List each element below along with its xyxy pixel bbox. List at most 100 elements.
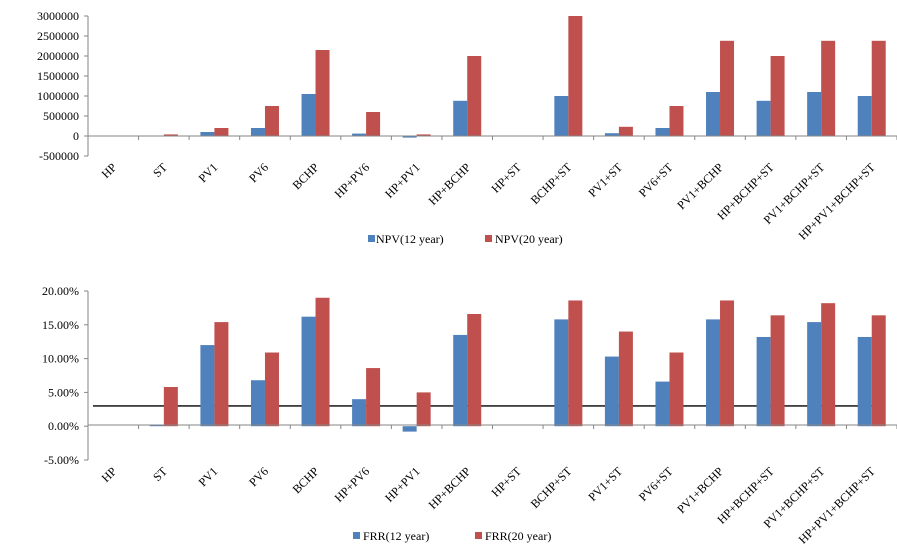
x-tick-label: HP+BCHP bbox=[426, 464, 474, 512]
x-tick-label: PV6+ST bbox=[636, 160, 676, 200]
legend-label: NPV(12 year) bbox=[376, 232, 444, 246]
x-tick-label: BCHP+ST bbox=[528, 160, 575, 207]
bar-series-2 bbox=[467, 313, 482, 427]
y-tick-label: 2500000 bbox=[37, 29, 79, 43]
bar-series-1 bbox=[352, 133, 367, 136]
x-tick-label: HP bbox=[99, 464, 120, 485]
bar-series-1 bbox=[200, 345, 215, 427]
y-tick-label: 10.00% bbox=[42, 352, 79, 366]
bar-series-2 bbox=[214, 322, 229, 427]
bar-series-2 bbox=[214, 128, 229, 136]
bar-series-1 bbox=[655, 128, 670, 136]
bar-series-2 bbox=[366, 368, 381, 427]
bar-series-2 bbox=[264, 352, 279, 427]
bar-series-1 bbox=[301, 316, 316, 427]
bar-series-2 bbox=[568, 300, 583, 427]
x-tick-label: HP+ST bbox=[488, 160, 524, 196]
y-tick-label: 15.00% bbox=[42, 318, 79, 332]
bar-series-2 bbox=[264, 106, 279, 136]
legend: FRR(12 year) FRR(20 year) bbox=[353, 529, 551, 543]
legend-swatch bbox=[485, 235, 492, 242]
y-tick-label: 0 bbox=[73, 129, 79, 143]
bar-series-2 bbox=[618, 331, 633, 427]
bar-series-2 bbox=[669, 352, 684, 427]
chart-1: 3000000 2500000 2000000 1500000 1000000 50000… bbox=[37, 9, 897, 246]
x-tick-label: PV1+ST bbox=[585, 464, 625, 504]
bar-series-2 bbox=[163, 134, 178, 136]
bar-series-1 bbox=[807, 92, 822, 136]
bar-series-2 bbox=[568, 16, 583, 136]
x-tick-label: BCHP+ST bbox=[528, 464, 575, 511]
bar-series-1 bbox=[604, 133, 619, 136]
x-tick-label: PV1+BCHP bbox=[674, 464, 726, 516]
bar-series-2 bbox=[871, 315, 886, 427]
y-tick-label: 1000000 bbox=[37, 89, 79, 103]
bar-series-1 bbox=[857, 96, 872, 136]
bar-series-1 bbox=[250, 128, 265, 136]
x-tick-label: PV6 bbox=[246, 464, 271, 489]
x-tick-label: HP+PV1 bbox=[382, 464, 423, 505]
y-tick-label: 500000 bbox=[43, 109, 79, 123]
bar-series-1 bbox=[402, 136, 417, 138]
bar-series-2 bbox=[315, 297, 330, 427]
bar-series-2 bbox=[416, 134, 431, 136]
x-tick-label: PV1 bbox=[196, 160, 221, 185]
bar-series-2 bbox=[315, 50, 330, 136]
x-tick-label: ST bbox=[150, 464, 170, 484]
y-tick-label: 2000000 bbox=[37, 49, 79, 63]
x-tick-label: PV6+ST bbox=[636, 464, 676, 504]
x-tick-label: HP+PV1 bbox=[382, 160, 423, 201]
x-tick-label: HP+BCHP bbox=[426, 160, 474, 208]
x-tick-label: ST bbox=[150, 160, 170, 180]
bar-series-2 bbox=[871, 40, 886, 136]
bar-series-1 bbox=[149, 424, 164, 427]
bar-series-2 bbox=[467, 56, 482, 136]
y-tick-label: 20.00% bbox=[42, 284, 79, 298]
x-tick-label: BCHP bbox=[290, 160, 322, 192]
bar-series-1 bbox=[857, 336, 872, 427]
legend-swatch bbox=[475, 532, 482, 539]
bar-series-1 bbox=[756, 336, 771, 427]
x-tick-label: PV1 bbox=[196, 464, 221, 489]
bar-series-2 bbox=[770, 56, 785, 136]
y-tick-label: 3000000 bbox=[37, 9, 79, 23]
x-tick-label: HP bbox=[99, 160, 120, 181]
bar-series-1 bbox=[604, 356, 619, 427]
bar-series-2 bbox=[416, 392, 431, 427]
bar-series-1 bbox=[706, 319, 721, 427]
x-tick-label: HP+PV6 bbox=[332, 464, 373, 505]
bar-series-1 bbox=[554, 319, 569, 427]
legend: NPV(12 year) NPV(20 year) bbox=[368, 232, 563, 246]
bar-series-1 bbox=[453, 100, 468, 136]
bar-series-1 bbox=[200, 132, 215, 136]
legend-label: FRR(12 year) bbox=[363, 529, 429, 543]
bar-series-2 bbox=[770, 315, 785, 427]
bar-series-1 bbox=[655, 381, 670, 427]
bar-series-2 bbox=[720, 300, 735, 427]
y-tick-label: 1500000 bbox=[37, 69, 79, 83]
bar-series-2 bbox=[163, 386, 178, 427]
bar-series-2 bbox=[366, 112, 381, 136]
chart-2: 20.00% 15.00% 10.00% 5.00% 0.00% -5.00% HP ST PV… bbox=[42, 284, 897, 546]
legend-swatch bbox=[368, 235, 375, 242]
y-tick-label: 0.00% bbox=[48, 419, 79, 433]
legend-swatch bbox=[353, 532, 360, 539]
x-tick-label: PV1+ST bbox=[585, 160, 625, 200]
bar-series-2 bbox=[669, 106, 684, 136]
bar-series-1 bbox=[807, 322, 822, 427]
y-tick-label: 5.00% bbox=[48, 385, 79, 399]
bar-series-1 bbox=[554, 96, 569, 136]
bar-series-1 bbox=[706, 92, 721, 136]
bar-series-1 bbox=[301, 94, 316, 136]
legend-label: FRR(20 year) bbox=[485, 529, 551, 543]
bar-series-2 bbox=[618, 126, 633, 136]
bar-series-1 bbox=[402, 426, 417, 432]
bar-series-2 bbox=[821, 40, 836, 136]
bar-series-2 bbox=[821, 303, 836, 427]
bar-series-2 bbox=[720, 40, 735, 136]
bar-series-1 bbox=[352, 399, 367, 427]
y-tick-label: -500000 bbox=[39, 149, 79, 163]
legend-label: NPV(20 year) bbox=[495, 232, 563, 246]
x-tick-label: PV1+BCHP bbox=[674, 160, 726, 212]
